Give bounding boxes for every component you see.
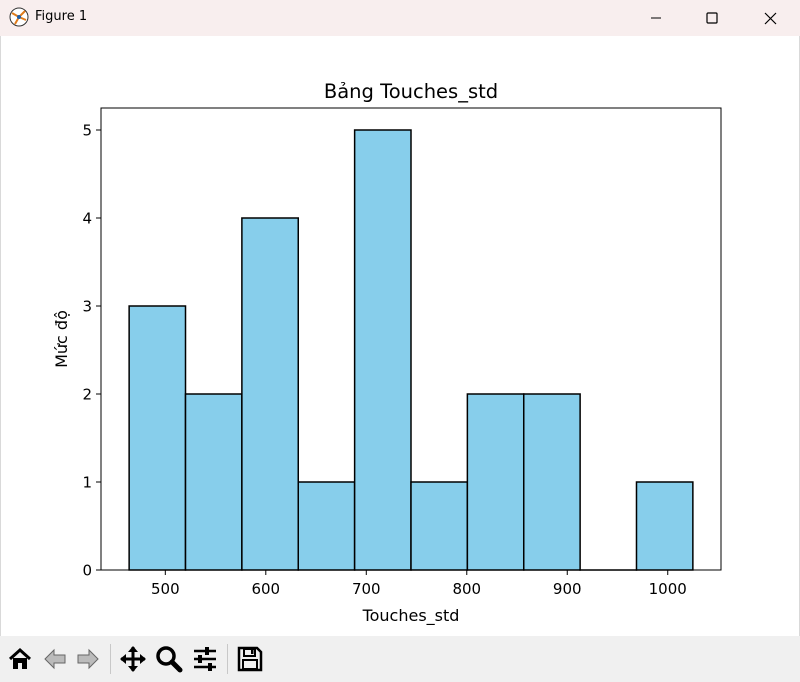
y-tick-label: 5 [82,122,92,140]
bars-group [128,129,694,571]
window-border-left [0,36,1,636]
maximize-button[interactable] [684,0,740,36]
matplotlib-app-icon [9,7,29,27]
minimize-button[interactable] [628,0,684,36]
close-icon [764,12,776,24]
x-tick-label: 1000 [649,580,687,598]
histogram-bar [410,481,469,571]
y-tick-label: 1 [82,474,92,492]
histogram-bar [184,393,243,571]
pan-icon [120,646,146,672]
axes-frame [100,107,722,571]
minimize-icon [651,17,661,19]
histogram-bar [297,481,356,571]
x-axis-label: Touches_std [362,606,460,626]
x-tick-label: 600 [251,580,280,598]
navigation-toolbar [0,636,800,682]
y-tick-label: 2 [82,386,92,404]
histogram-bar [635,481,694,571]
home-button[interactable] [4,643,36,675]
forward-button[interactable] [72,643,104,675]
histogram-bar [353,129,412,571]
x-tick-label: 500 [151,580,180,598]
zoom-icon [156,646,183,673]
x-tick-label: 900 [553,580,582,598]
histogram-bar [128,305,187,571]
y-axis-label: Mức độ [52,310,71,368]
back-button[interactable] [39,643,71,675]
save-icon [237,646,263,672]
histogram-bar [466,393,525,571]
figure-canvas: Bảng Touches_std 500 600 700 800 900 1000 0 1 2… [52,80,722,626]
x-axis-ticks: 500 600 700 800 900 1000 [151,570,687,598]
x-tick-label: 700 [352,580,381,598]
title-bar: Figure 1 [0,0,800,36]
toolbar-separator [227,644,228,674]
forward-icon [77,648,99,670]
configure-subplots-button[interactable] [189,643,221,675]
y-tick-label: 3 [82,298,92,316]
window-title: Figure 1 [35,9,88,24]
close-button[interactable] [742,0,798,36]
chart-title: Bảng Touches_std [324,80,498,103]
back-icon [44,648,66,670]
pan-button[interactable] [117,643,149,675]
y-tick-label: 4 [82,210,92,228]
toolbar-separator [110,644,111,674]
histogram-bar [522,393,581,571]
y-tick-label: 0 [82,562,92,580]
y-axis-ticks: 0 1 2 3 4 5 [82,122,101,580]
configure-subplots-icon [194,647,216,671]
home-icon [8,647,32,669]
zoom-button[interactable] [153,643,185,675]
save-button[interactable] [234,643,266,675]
maximize-icon [706,12,718,24]
x-tick-label: 800 [452,580,481,598]
histogram-bar [241,217,300,571]
